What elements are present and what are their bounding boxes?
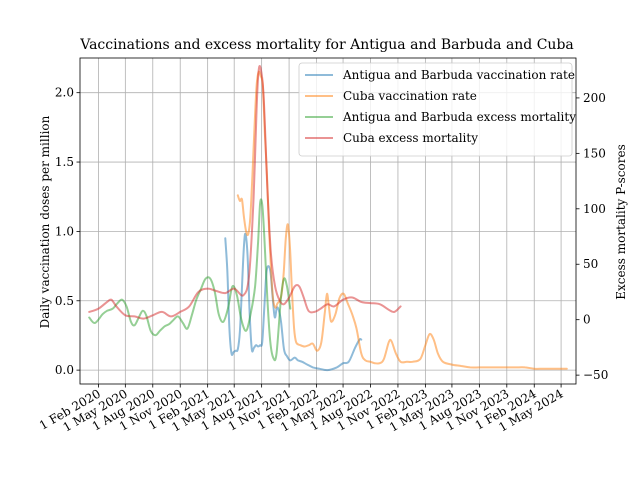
legend-box — [298, 62, 573, 157]
right-y-axis-label: Excess mortality P-scores — [614, 144, 628, 299]
left-y-tick-label: 2.0 — [55, 86, 74, 100]
chart-title: Vaccinations and excess mortality for An… — [79, 37, 574, 53]
legend-label: Antigua and Barbuda excess mortality — [342, 110, 576, 124]
left-y-axis-ticks: 0.0 0.5 1.0 1.5 2.0 — [55, 86, 80, 377]
left-y-tick-label: 1.0 — [55, 224, 74, 238]
right-y-tick-label: 0 — [583, 313, 591, 327]
plot-frame — [79, 57, 577, 385]
left-y-tick-label: 0.5 — [55, 294, 74, 308]
series-line-3 — [88, 65, 402, 320]
left-y-tick-label: 0.0 — [55, 363, 74, 377]
legend-label: Antigua and Barbuda vaccination rate — [342, 68, 575, 82]
series-lines — [88, 65, 568, 372]
legend-label: Cuba vaccination rate — [343, 89, 477, 103]
right-y-axis-ticks: −50 0 50 100 150 200 — [576, 91, 608, 382]
left-y-tick-label: 1.5 — [55, 155, 74, 169]
left-y-axis-label: Daily vaccination doses per million — [38, 115, 52, 328]
series-line-2 — [88, 198, 292, 362]
legend: Antigua and Barbuda vaccination rate Cuba… — [298, 62, 576, 157]
right-y-tick-label: 200 — [583, 91, 606, 105]
right-y-tick-label: 100 — [583, 202, 606, 216]
series-line-0 — [224, 232, 363, 372]
right-y-tick-label: 150 — [583, 146, 606, 160]
right-y-tick-label: 50 — [583, 257, 598, 271]
right-y-tick-label: −50 — [583, 368, 608, 382]
legend-label: Cuba excess mortality — [343, 131, 478, 145]
